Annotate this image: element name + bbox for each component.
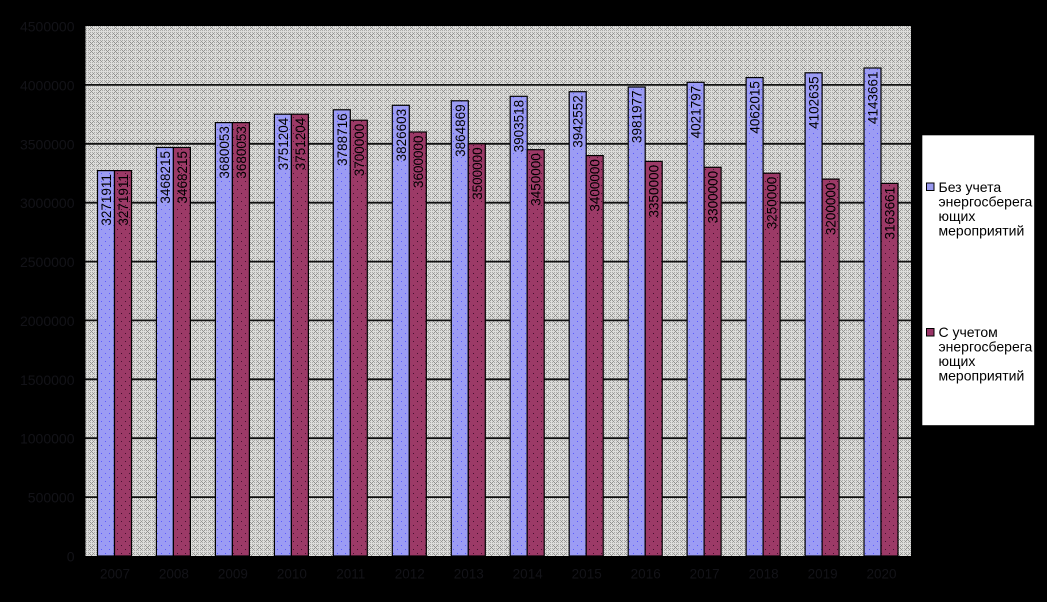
svg-text:4143661: 4143661	[866, 72, 881, 125]
svg-text:3826603: 3826603	[394, 109, 409, 162]
svg-text:2008: 2008	[159, 567, 189, 582]
svg-text:3751204: 3751204	[276, 117, 291, 170]
svg-text:500000: 500000	[28, 490, 75, 506]
svg-text:3271911: 3271911	[116, 174, 131, 226]
svg-text:3700000: 3700000	[352, 124, 367, 177]
svg-text:3000000: 3000000	[20, 195, 75, 211]
svg-text:4102635: 4102635	[807, 76, 822, 129]
svg-text:3680053: 3680053	[217, 126, 232, 179]
svg-text:3200000: 3200000	[824, 183, 839, 236]
svg-text:2015: 2015	[572, 567, 602, 582]
svg-text:ющих: ющих	[939, 208, 976, 224]
svg-text:2018: 2018	[749, 567, 779, 582]
svg-text:мероприятий: мероприятий	[939, 223, 1025, 239]
svg-text:1500000: 1500000	[20, 372, 75, 388]
svg-text:2017: 2017	[690, 567, 720, 582]
svg-text:2010: 2010	[277, 567, 307, 582]
svg-text:2007: 2007	[100, 567, 130, 582]
svg-text:3500000: 3500000	[470, 147, 485, 200]
svg-text:2009: 2009	[218, 567, 248, 582]
svg-text:1000000: 1000000	[20, 431, 75, 447]
svg-text:2020: 2020	[866, 567, 896, 582]
svg-text:ющих: ющих	[939, 353, 976, 369]
svg-text:2012: 2012	[395, 567, 425, 582]
svg-text:4000000: 4000000	[20, 77, 75, 93]
svg-text:2019: 2019	[808, 567, 838, 582]
svg-text:3271911: 3271911	[99, 174, 114, 226]
svg-text:2014: 2014	[513, 567, 544, 582]
svg-text:3864869: 3864869	[453, 104, 468, 157]
svg-text:2011: 2011	[336, 567, 365, 582]
svg-text:4062015: 4062015	[748, 81, 763, 134]
svg-text:4021797: 4021797	[689, 86, 704, 139]
svg-text:2500000: 2500000	[20, 254, 75, 270]
svg-text:3500000: 3500000	[20, 136, 75, 152]
svg-text:3163661: 3163661	[883, 187, 898, 240]
svg-text:0: 0	[67, 549, 75, 565]
svg-text:3981977: 3981977	[630, 91, 645, 144]
svg-text:энергосберега: энергосберега	[939, 194, 1033, 210]
svg-text:3680053: 3680053	[234, 126, 249, 179]
svg-text:Без учета: Без учета	[939, 179, 1002, 195]
svg-text:3450000: 3450000	[529, 153, 544, 206]
svg-text:С учетом: С учетом	[939, 324, 998, 340]
svg-text:2000000: 2000000	[20, 313, 75, 329]
svg-text:3250000: 3250000	[765, 177, 780, 230]
svg-text:3468215: 3468215	[175, 151, 190, 204]
svg-text:3788716: 3788716	[335, 113, 350, 166]
svg-text:энергосберега: энергосберега	[939, 339, 1033, 355]
svg-text:3350000: 3350000	[647, 165, 662, 218]
svg-text:2016: 2016	[631, 567, 661, 582]
svg-text:3300000: 3300000	[706, 171, 721, 224]
svg-text:3942552: 3942552	[571, 95, 586, 148]
svg-text:4500000: 4500000	[20, 19, 75, 35]
svg-text:3468215: 3468215	[158, 151, 173, 204]
svg-text:3751204: 3751204	[293, 117, 308, 170]
svg-text:2013: 2013	[454, 567, 484, 582]
svg-text:3600000: 3600000	[411, 136, 426, 189]
svg-text:3903518: 3903518	[512, 100, 527, 153]
svg-text:3400000: 3400000	[588, 159, 603, 212]
svg-text:мероприятий: мероприятий	[939, 368, 1025, 384]
